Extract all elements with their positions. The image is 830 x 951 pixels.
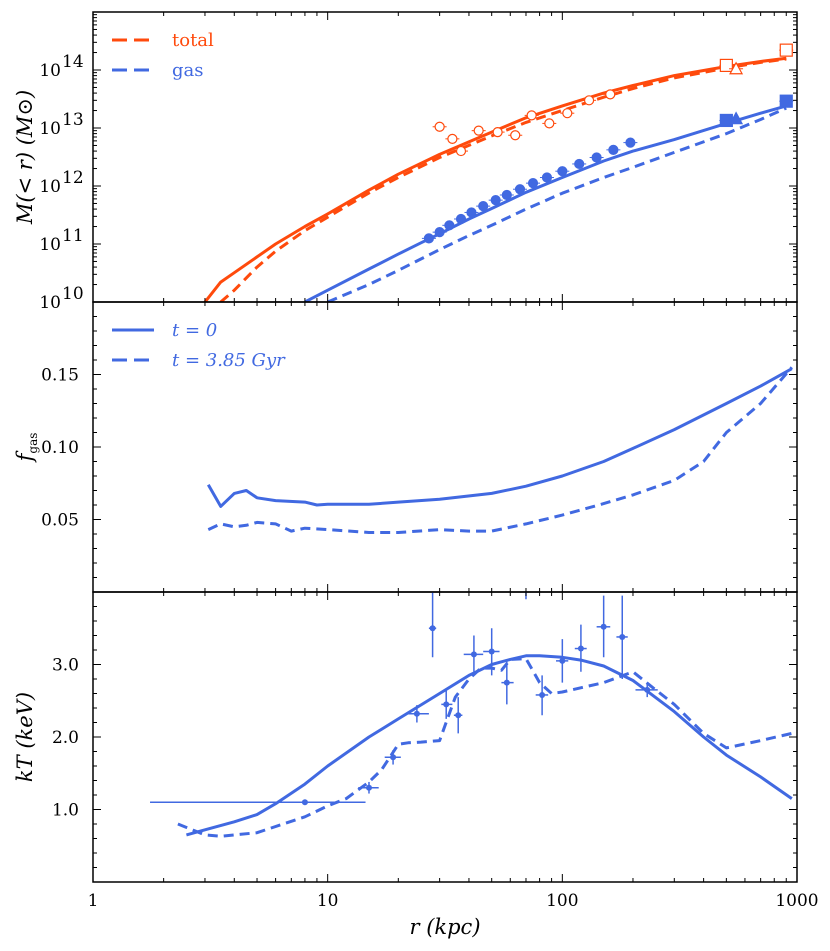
gas-triangle-point (729, 111, 744, 125)
y-tick-label: 0.15 (41, 366, 79, 386)
total-data-point (562, 108, 573, 119)
kt-data-point (301, 799, 308, 806)
kt-data-point (390, 754, 397, 761)
gas-data-point (608, 144, 619, 155)
y-tick-label: 1.0 (52, 801, 79, 821)
y-axis-label-sub: gas (26, 433, 40, 454)
panel-frame (92, 301, 798, 593)
total-data-point (526, 110, 537, 121)
kt-data-point (365, 784, 372, 791)
gas-data-point (490, 195, 501, 206)
total-data-point (544, 118, 555, 129)
kt-data-point (644, 686, 651, 693)
kt-data-point (470, 651, 477, 658)
gas-data-point (423, 233, 434, 244)
y-tick-label: 10 (39, 119, 61, 139)
series-line-t-3-85-gyr-dashed (177, 657, 793, 838)
kt-data-point (503, 679, 510, 686)
panel-frame (92, 11, 798, 303)
y-tick-exponent: 10 (62, 284, 84, 304)
gas-data-point (574, 158, 585, 170)
kt-data-point (443, 701, 450, 708)
series-line-t-0-solid (186, 654, 793, 837)
y-tick-exponent: 11 (62, 226, 84, 246)
kt-data-point (577, 645, 584, 652)
series-line-gas-dashed (327, 106, 787, 302)
total-square-point (719, 58, 733, 73)
y-axis-label: fgas (13, 433, 40, 464)
kt-data-point (455, 712, 462, 719)
series-line-total-solid (203, 56, 787, 302)
gas-data-point (466, 207, 477, 218)
y-tick-label: 0.10 (41, 438, 79, 458)
gas-data-point (434, 227, 445, 238)
y-axis-label: M(< r) (M⊙) (13, 90, 37, 225)
gas-data-point (527, 178, 539, 189)
gas-data-point (501, 189, 512, 201)
kt-data-point (523, 575, 529, 581)
gas-square-point (719, 113, 733, 128)
y-tick-label: 3.0 (52, 656, 79, 676)
kt-data-point (413, 710, 420, 717)
kt-data-point (429, 625, 436, 632)
total-data-point (492, 126, 503, 138)
kt-data-point (539, 691, 546, 698)
total-data-point (447, 133, 458, 144)
series-line-t-0-solid (206, 367, 793, 508)
y-tick-label: 10 (39, 177, 61, 197)
x-tick-label: 1000 (775, 891, 818, 911)
gas-data-point (557, 166, 568, 177)
total-data-point (434, 121, 445, 132)
series-line-gas-solid (304, 104, 787, 302)
gas-data-point (444, 220, 455, 231)
y-tick-label: 10 (39, 235, 61, 255)
kt-data-point (488, 648, 495, 655)
total-triangle-point (729, 61, 744, 75)
plot-area (203, 43, 794, 302)
total-data-point (473, 125, 484, 136)
series-line-total-dashed (219, 57, 787, 302)
gas-data-point (514, 184, 526, 195)
y-tick-label: 10 (39, 293, 61, 313)
y-axis-label: kT (keV) (13, 692, 37, 782)
total-data-point (583, 95, 595, 106)
x-tick-label: 10 (317, 891, 339, 911)
legend-label: t = 3.85 Gyr (172, 350, 286, 371)
gas-data-point (591, 152, 602, 163)
y-tick-exponent: 13 (62, 110, 84, 130)
x-tick-label: 1 (88, 891, 99, 911)
gas-data-point (478, 201, 489, 212)
legend-label: gas (172, 60, 204, 81)
y-tick-exponent: 14 (62, 52, 84, 72)
y-tick-label: 10 (39, 61, 61, 81)
plot-area (150, 575, 793, 838)
total-data-point (605, 89, 616, 100)
x-axis-label: r (kpc) (409, 915, 480, 939)
gas-square-point (779, 94, 793, 108)
total-data-point (510, 130, 521, 141)
y-tick-label: 2.0 (52, 728, 79, 748)
gas-data-point (625, 137, 636, 148)
kt-data-point (559, 657, 566, 664)
gas-data-point (541, 172, 553, 183)
temperature-panel: 1.0 2.0 3.0 1 10 100 1000 kT (keV) r (kpc) (13, 575, 819, 939)
total-data-point (455, 145, 467, 157)
gas-data-point (455, 213, 467, 225)
panel-frame (92, 591, 798, 883)
kt-data-point (619, 633, 626, 640)
plot-area (206, 366, 793, 534)
gas-fraction-panel: 0.05 0.10 0.15 fgas t = 0 t = 3.85 Gyr (13, 301, 798, 593)
x-tick-label: 100 (546, 891, 578, 911)
series-line-t-3-85-gyr-dashed (207, 366, 793, 534)
total-square-point (779, 43, 793, 57)
kt-data-point (600, 623, 607, 630)
legend-label: total (172, 30, 214, 51)
y-tick-label: 0.05 (41, 511, 79, 531)
legend-label: t = 0 (172, 320, 217, 341)
y-tick-exponent: 12 (62, 168, 84, 188)
